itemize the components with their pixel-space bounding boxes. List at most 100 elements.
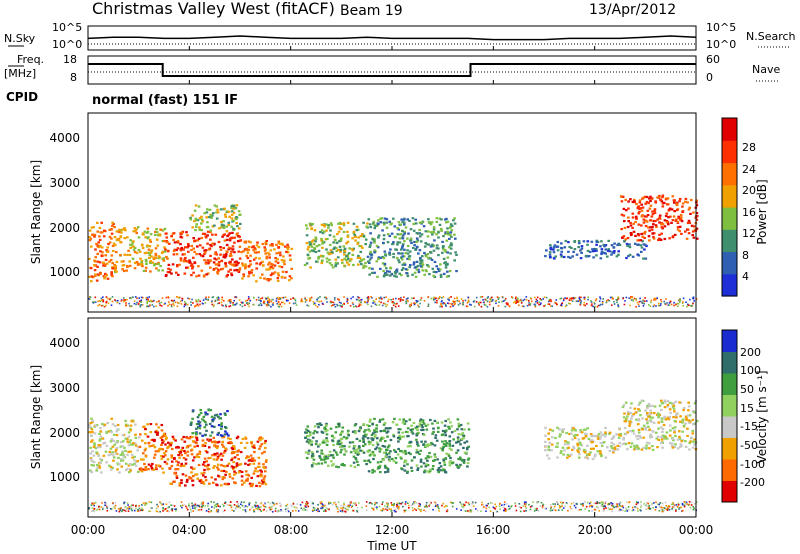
- power-data-cell: [334, 265, 337, 268]
- vel-data-cell: [184, 462, 188, 465]
- power-data-cell: [137, 249, 141, 252]
- power-data-noise-cell: [657, 304, 660, 307]
- vel-data-noise-cell: [349, 504, 351, 506]
- power-data-noise-cell: [458, 300, 460, 302]
- vel-data-cell: [240, 441, 243, 444]
- vel-data-cell: [231, 457, 234, 460]
- power-data-noise-cell: [305, 299, 308, 301]
- vel-data-noise-cell: [610, 502, 612, 504]
- power-data-noise-cell: [310, 296, 313, 299]
- power-data-noise-cell: [562, 299, 565, 302]
- power-data-noise-cell: [590, 300, 592, 302]
- power-data-cell: [432, 226, 436, 229]
- power-data-cell: [414, 218, 417, 221]
- vel-data-cell: [660, 435, 663, 438]
- power-data-cell: [373, 238, 376, 241]
- vel-data-cell: [233, 470, 236, 473]
- power-data-cell: [390, 273, 394, 276]
- power-data-noise-cell: [204, 302, 207, 304]
- power-data-cell: [577, 246, 580, 249]
- power-data-cell: [659, 238, 662, 241]
- power-cbar-tick-28: 28: [742, 141, 756, 154]
- vel-data-cell: [221, 476, 225, 479]
- vel-data-cell: [674, 434, 677, 438]
- power-data-cell: [553, 244, 557, 247]
- power-data-cell: [352, 222, 356, 225]
- power-data-cell: [398, 237, 402, 240]
- nsky-series-line: [87, 35, 697, 41]
- power-data-noise-cell: [624, 300, 626, 302]
- power-data-cell: [187, 244, 190, 247]
- vel-data-cell: [224, 482, 227, 485]
- vel-data-noise-cell: [596, 506, 598, 508]
- power-data-cell: [383, 262, 387, 266]
- power-data-cell: [567, 241, 570, 244]
- vel-data-cell: [176, 468, 180, 471]
- power-data-cell: [128, 264, 132, 267]
- power-data-noise-cell: [593, 303, 596, 305]
- vel-data-cell: [98, 444, 102, 447]
- power-data-noise-cell: [379, 297, 381, 300]
- vel-data-cell: [556, 426, 559, 429]
- vel-data-cell: [445, 429, 448, 432]
- vel-data-cell: [204, 411, 207, 414]
- power-data-cell: [108, 235, 112, 238]
- vel-data-cell: [185, 446, 189, 449]
- vel-data-noise-cell: [313, 509, 316, 512]
- power-data-noise-cell: [650, 301, 652, 304]
- vel-data-cell: [230, 458, 233, 462]
- vel-data-cell: [559, 451, 563, 454]
- vel-data-noise-cell: [618, 510, 620, 512]
- power-data-cell: [144, 269, 147, 272]
- power-data-cell: [152, 256, 155, 259]
- power-data-cell: [313, 229, 317, 232]
- vel-data-cell: [221, 436, 224, 439]
- vel-data-cell: [671, 446, 675, 449]
- vel-data-noise-cell: [350, 506, 353, 508]
- power-data-cell: [271, 244, 274, 247]
- power-data-noise-cell: [290, 298, 292, 300]
- power-data-noise-cell: [312, 303, 315, 305]
- vel-data-noise-cell: [385, 508, 387, 510]
- power-data-cell: [215, 258, 218, 261]
- vel-data-noise-cell: [106, 505, 109, 508]
- power-scatter: [88, 194, 699, 308]
- power-data-cell: [408, 219, 411, 222]
- power-data-cell: [355, 225, 359, 228]
- power-data-cell: [620, 213, 624, 216]
- vel-data-cell: [384, 455, 387, 458]
- power-data-cell: [228, 215, 231, 218]
- vel-data-cell: [226, 410, 229, 413]
- power-data-cell: [121, 228, 124, 231]
- power-data-cell: [162, 259, 166, 262]
- vel-data-cell: [631, 429, 635, 432]
- power-data-cell: [238, 235, 241, 238]
- power-cbar-tick-8: 8: [742, 249, 749, 262]
- power-data-cell: [119, 241, 122, 244]
- power-data-cell: [661, 205, 665, 208]
- power-data-noise-cell: [301, 300, 304, 303]
- vel-data-cell: [442, 459, 445, 462]
- vel-data-cell: [314, 442, 318, 446]
- power-data-noise-cell: [338, 301, 341, 304]
- power-data-cell: [317, 257, 320, 260]
- power-data-noise-cell: [116, 301, 119, 304]
- power-data-cell: [357, 236, 360, 239]
- power-data-cell: [595, 249, 598, 252]
- power-data-cell: [157, 234, 160, 237]
- vel-data-noise-cell: [350, 501, 352, 503]
- vel-data-noise-cell: [95, 501, 97, 504]
- power-data-cell: [640, 250, 643, 253]
- vel-data-cell: [124, 449, 127, 452]
- vel-data-cell: [566, 453, 570, 456]
- power-data-cell: [651, 213, 655, 216]
- vel-data-noise-cell: [219, 505, 221, 508]
- vel-data-cell: [443, 461, 446, 464]
- power-data-noise-cell: [170, 305, 173, 308]
- power-data-cell: [661, 196, 664, 199]
- vel-data-cell: [227, 462, 231, 465]
- power-data-cell: [446, 220, 450, 223]
- vel-data-cell: [252, 444, 256, 447]
- vel-data-cell: [693, 443, 696, 446]
- vel-data-cell: [175, 446, 178, 449]
